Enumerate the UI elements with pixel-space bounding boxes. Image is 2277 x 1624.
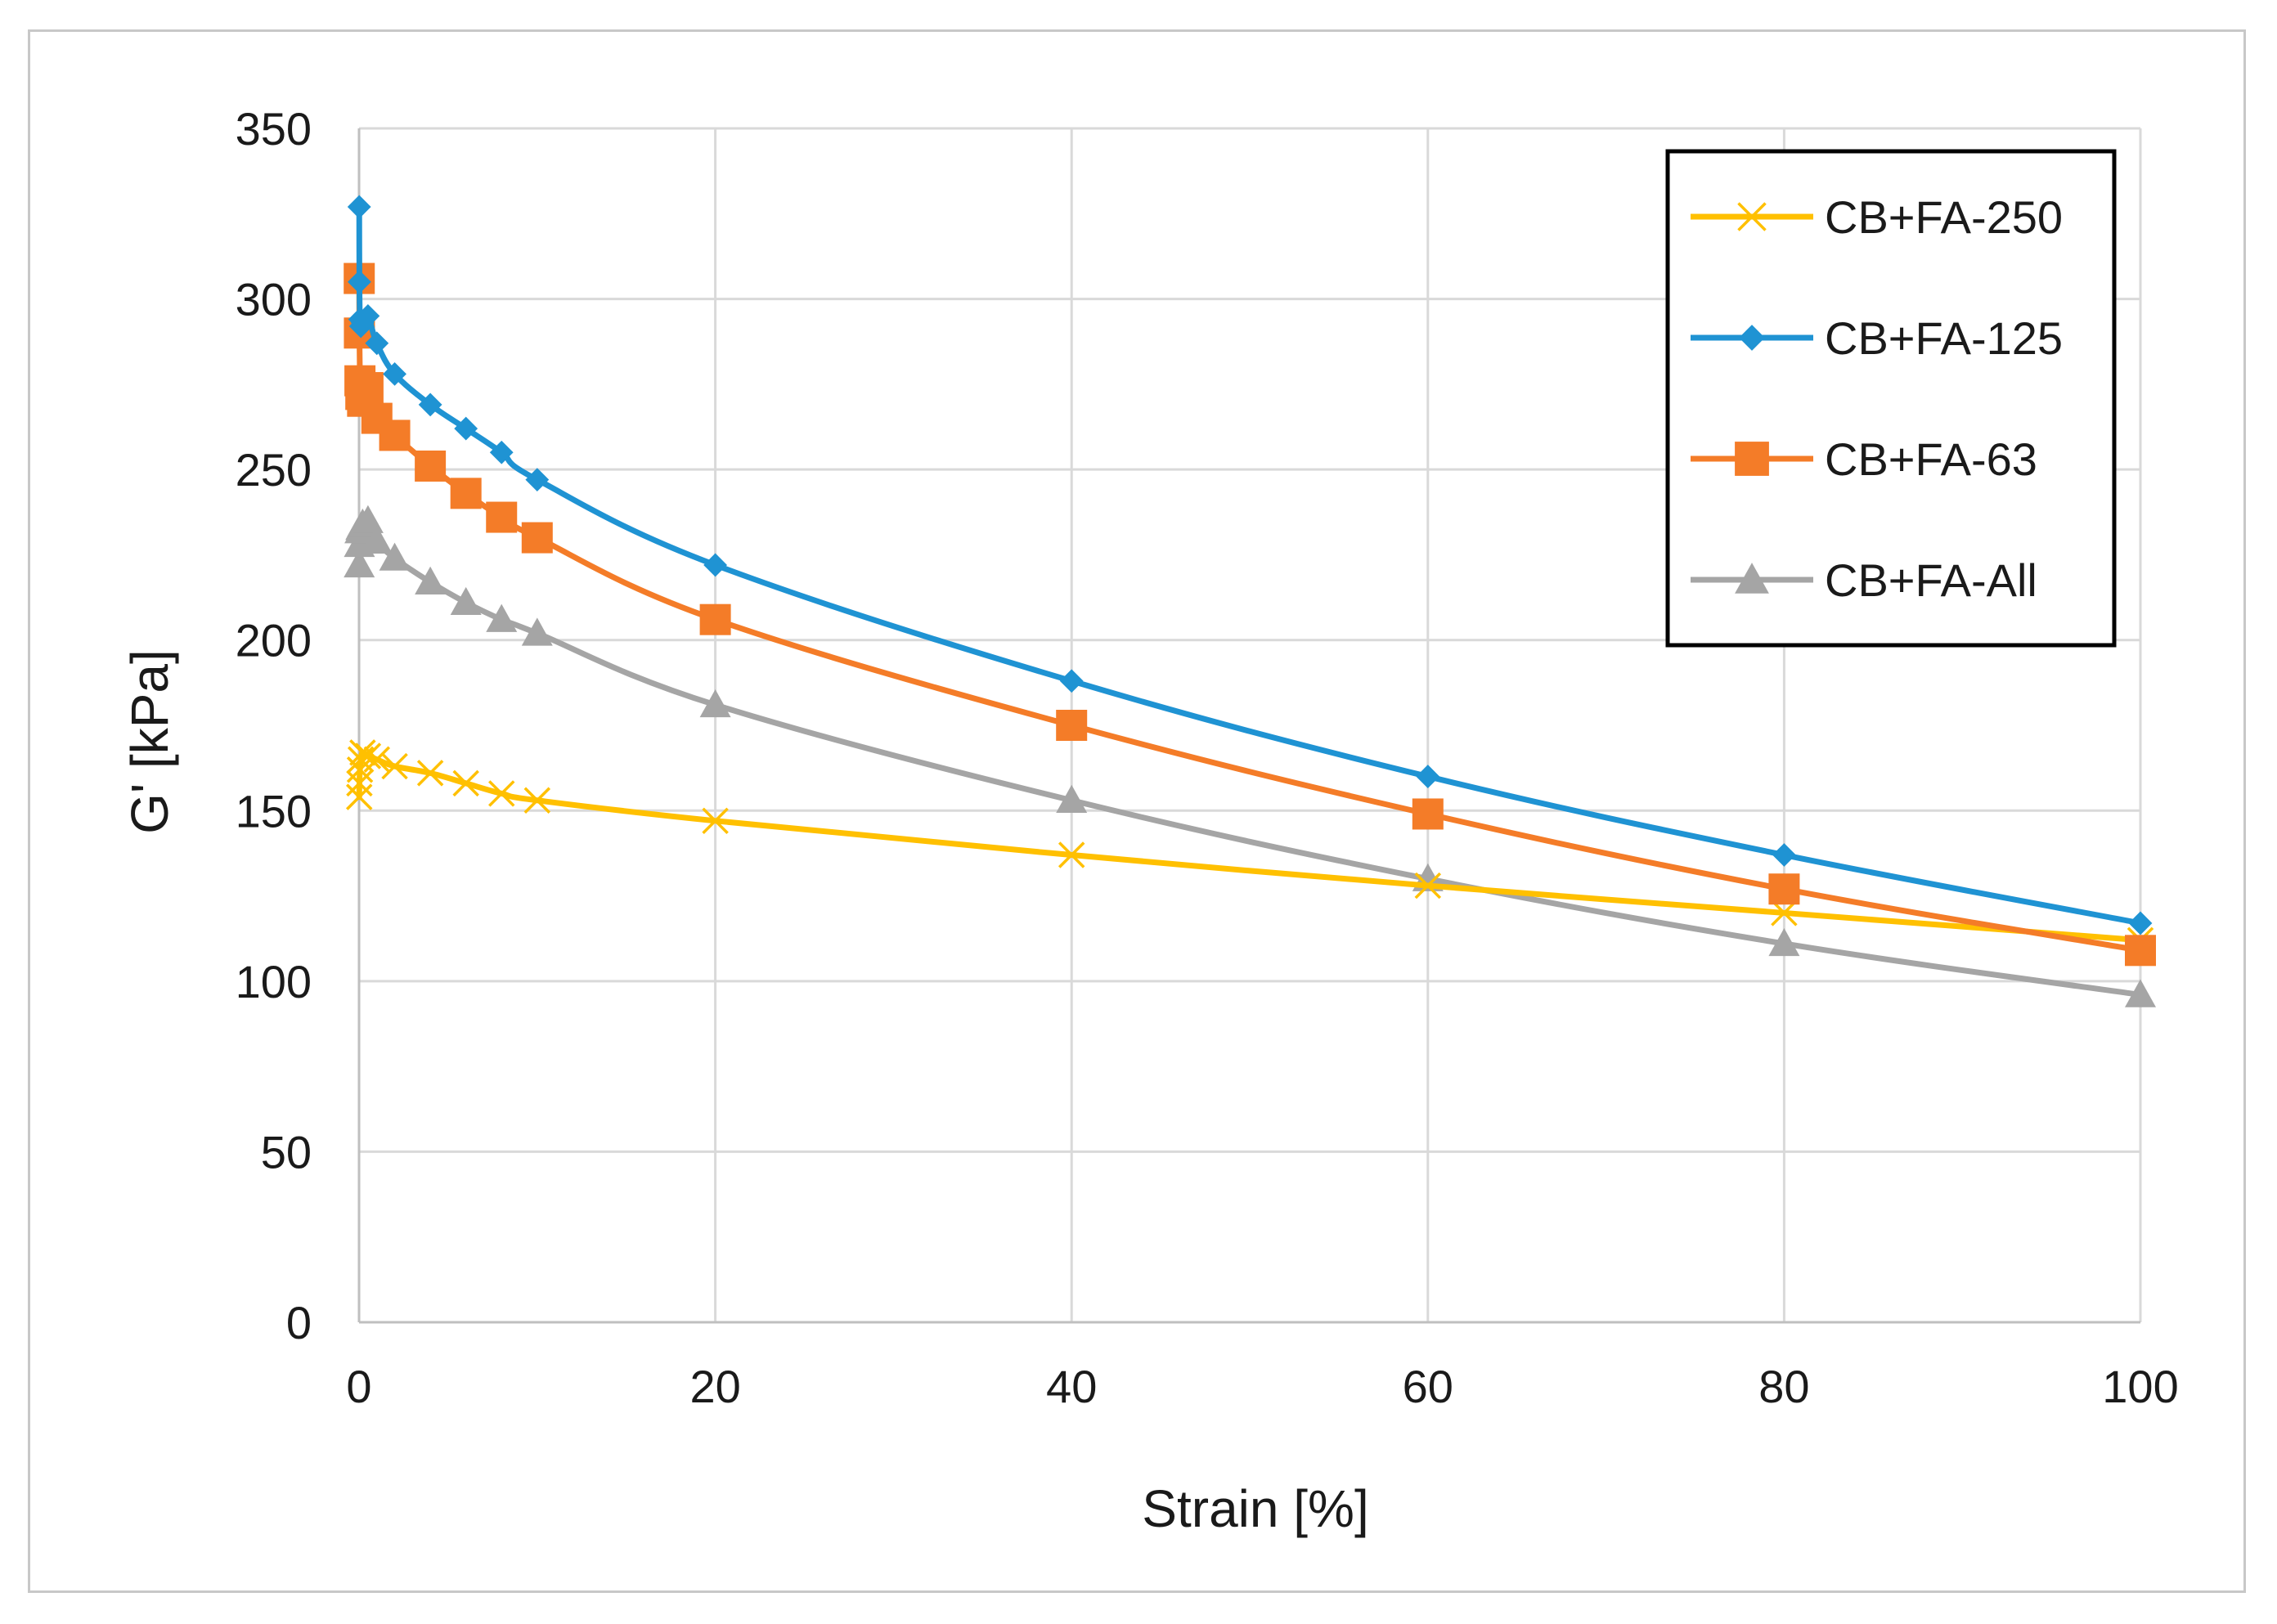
data-point [521,617,553,646]
series-cb-fa-all [344,505,2156,1007]
legend-label: CB+FA-125 [1825,312,2063,364]
data-point [523,787,551,814]
y-tick-label: 150 [236,785,312,837]
data-point [452,769,479,797]
data-point [415,566,447,594]
data-point [365,331,389,356]
data-point [1058,841,1085,868]
data-point [344,549,375,578]
data-point [379,419,411,451]
data-point [2128,911,2153,935]
data-point [352,372,384,404]
y-tick-label: 100 [236,956,312,1007]
data-point [348,270,371,294]
x-tick-label: 0 [346,1361,371,1412]
data-point [415,450,447,482]
data-point [381,752,408,780]
legend-label: CB+FA-63 [1825,433,2037,485]
y-tick-label: 50 [261,1126,312,1178]
data-point [450,478,482,509]
data-point [418,393,442,417]
data-point [2125,935,2156,967]
data-point [489,440,514,464]
data-point [1412,798,1444,830]
data-point [1414,872,1442,899]
axes: 0 50 100 150 200 250 300 350 0 20 40 60 80 100 [236,103,2179,1412]
x-axis-title: Strain [%] [1142,1479,1368,1538]
legend-item: CB+FA-125 [1691,312,2063,364]
y-tick-label: 200 [236,615,312,666]
data-point [361,525,393,554]
legend-box [1665,149,2117,648]
legend: CB+FA-250 CB+FA-125 CB+FA-63 CB+FA-All [1665,149,2117,648]
x-tick-label: 60 [1403,1361,1453,1412]
data-point [450,586,482,616]
data-point [1768,927,1800,957]
series-layer [344,195,2156,1007]
y-tick-label: 250 [236,444,312,496]
data-point [1059,669,1084,693]
data-point [346,769,373,797]
data-point [1056,784,1088,813]
data-point [416,760,444,787]
data-point [2125,979,2156,1007]
y-tick-label: 0 [286,1297,312,1348]
legend-item: CB+FA-63 [1691,433,2037,485]
data-point [488,780,515,807]
data-point [1416,765,1440,788]
data-point [352,505,384,533]
chart-svg: 0 50 100 150 200 250 300 350 0 20 40 60 80 100 Strain… [120,103,2179,1538]
data-point [356,304,380,328]
data-point [486,501,518,533]
data-point [379,542,411,571]
data-point [363,746,391,773]
data-point [347,195,371,219]
x-tick-label: 100 [2102,1361,2178,1412]
data-point [525,468,550,492]
data-point [521,522,553,554]
legend-item: CB+FA-All [1691,554,2037,606]
legend-marker [1735,442,1769,476]
data-point [354,742,382,769]
series-cb-fa-63 [344,262,2156,967]
legend-marker [1739,325,1765,351]
data-point [345,783,373,810]
x-tick-label: 80 [1758,1361,1809,1412]
data-point [350,311,375,335]
data-point [699,689,731,718]
data-point [1768,873,1800,905]
x-tick-label: 40 [1046,1361,1097,1412]
data-point [699,603,731,635]
series-cb-fa-250 [345,739,2154,954]
legend-label: CB+FA-All [1825,554,2037,606]
data-point [1056,710,1088,741]
data-point [383,361,406,386]
legend-marker [1737,202,1767,231]
data-point [1772,843,1796,867]
data-point [703,553,727,577]
chart-frame: 0 50 100 150 200 250 300 350 0 20 40 60 80 100 Strain… [28,29,2246,1593]
data-point [1771,899,1798,926]
y-tick-label: 350 [236,103,312,155]
legend-marker [1735,563,1769,594]
x-tick-label: 20 [689,1361,740,1412]
y-tick-label: 300 [236,274,312,325]
legend-item: CB+FA-250 [1691,191,2063,243]
series-line-cb-fa-250 [356,749,2144,944]
data-point [486,603,518,632]
legend-label: CB+FA-250 [1825,191,2063,243]
y-axis-title: G' [kPa] [120,649,179,834]
data-point [702,807,729,835]
series-cb-fa-125 [347,195,2153,935]
